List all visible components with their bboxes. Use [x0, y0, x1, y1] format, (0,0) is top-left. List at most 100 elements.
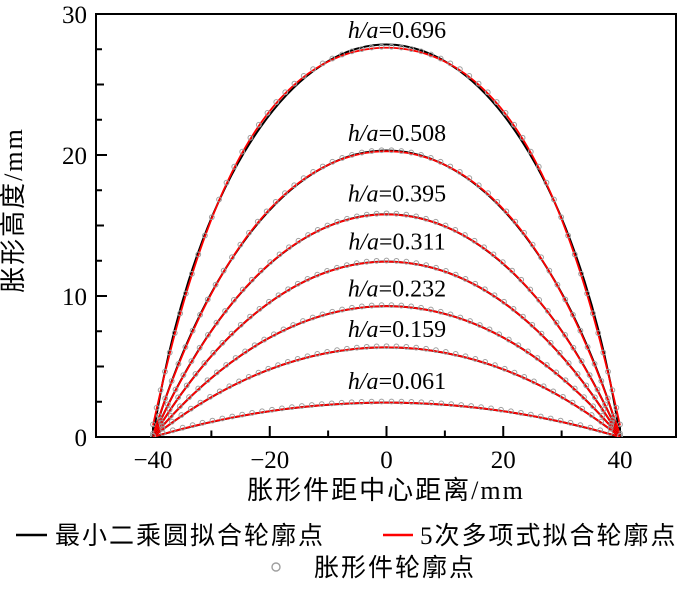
curves-group	[150, 43, 623, 437]
contour-point	[348, 399, 355, 406]
contour-point	[209, 417, 216, 424]
x-tick-label: 20	[491, 447, 516, 474]
contour-point	[590, 403, 596, 410]
contour-point	[339, 155, 346, 161]
contour-point	[242, 348, 249, 355]
contour-point	[472, 280, 479, 287]
contour-point	[482, 359, 489, 365]
contour-point	[162, 368, 168, 375]
contour-point	[284, 359, 291, 365]
contour-point	[589, 310, 596, 317]
contour-point	[472, 356, 479, 362]
contour-point	[239, 286, 246, 293]
contour-point	[319, 163, 326, 170]
contour-point	[196, 344, 203, 351]
poly-fit-curve-6	[152, 401, 621, 437]
x-tick-label: −40	[133, 447, 172, 474]
contour-point	[195, 385, 202, 392]
poly-fit-curve-1	[152, 150, 621, 435]
contour-point	[467, 318, 473, 324]
contour-point	[178, 412, 185, 418]
contour-point	[294, 356, 301, 362]
contour-point	[232, 355, 239, 361]
contour-point	[344, 345, 350, 352]
contour-point	[456, 66, 463, 73]
contour-point	[247, 313, 253, 320]
contour-point	[388, 43, 395, 50]
curve-label-5: h/a=0.159	[348, 317, 446, 343]
contour-point	[308, 402, 315, 408]
contour-point	[600, 349, 607, 356]
contour-point	[466, 175, 473, 182]
contour-point	[167, 412, 174, 419]
contour-point	[553, 369, 560, 376]
contour-point	[247, 134, 254, 141]
contour-point	[353, 260, 360, 267]
contour-point	[437, 55, 444, 62]
contour-point	[229, 413, 236, 420]
contour-point	[310, 169, 317, 175]
poly-fit-curve-0	[152, 46, 621, 426]
contour-point	[501, 298, 507, 305]
contour-point	[462, 276, 469, 282]
contour-point	[536, 297, 543, 303]
contour-point	[254, 218, 261, 225]
contour-point	[279, 405, 285, 412]
contour-point	[314, 271, 321, 278]
curve-labels-group: h/a=0.696 h/a=0.508 h/a=0.395 h/a=0.311 h/a=…	[348, 18, 446, 395]
contour-point	[418, 151, 424, 158]
contour-point	[239, 148, 246, 155]
contour-point	[295, 237, 302, 244]
contour-point	[334, 218, 341, 225]
contour-point	[428, 51, 434, 58]
contour-point	[597, 427, 604, 434]
contour-point	[524, 348, 531, 355]
y-tick-label: 20	[62, 143, 87, 170]
contour-point	[344, 215, 350, 222]
curve-label-3: h/a=0.311	[348, 230, 445, 256]
contour-point	[199, 419, 206, 426]
curve-label-4: h/a=0.232	[348, 277, 446, 303]
contour-point	[212, 281, 219, 288]
contour-point	[289, 404, 295, 411]
contour-point	[213, 319, 220, 326]
contour-point	[208, 214, 215, 221]
contour-point	[578, 270, 584, 277]
contour-point	[282, 190, 288, 197]
contour-point	[251, 342, 258, 349]
curve-label-0: h/a=0.696	[348, 18, 446, 44]
contour-point	[388, 398, 395, 405]
contour-point	[180, 372, 187, 379]
contour-point	[159, 422, 165, 429]
contour-point	[398, 302, 405, 309]
contour-point	[246, 229, 252, 236]
contour-point	[490, 251, 497, 258]
poly-fit-curve-3	[152, 260, 621, 437]
contour-point	[276, 251, 283, 258]
contour-point	[171, 330, 178, 336]
contour-point	[349, 151, 355, 158]
contour-point	[529, 241, 536, 248]
contour-point	[156, 413, 162, 419]
contour-point	[607, 430, 614, 436]
contour-point	[602, 401, 609, 408]
contour-point	[579, 405, 585, 412]
contour-point	[204, 296, 211, 303]
contour-point	[527, 286, 534, 293]
contour-point	[204, 377, 211, 384]
contour-point	[488, 405, 494, 412]
contour-point	[577, 327, 584, 334]
contour-point	[447, 163, 454, 170]
contour-point	[546, 267, 553, 274]
contour-point	[393, 257, 400, 264]
contour-point	[398, 398, 405, 405]
contour-point	[587, 424, 594, 431]
contour-point	[328, 400, 335, 407]
contour-point	[216, 388, 223, 395]
contour-point	[150, 433, 156, 437]
contour-point	[617, 433, 623, 437]
contour-point	[442, 222, 449, 229]
contour-point	[586, 372, 593, 379]
contour-point	[433, 264, 439, 271]
